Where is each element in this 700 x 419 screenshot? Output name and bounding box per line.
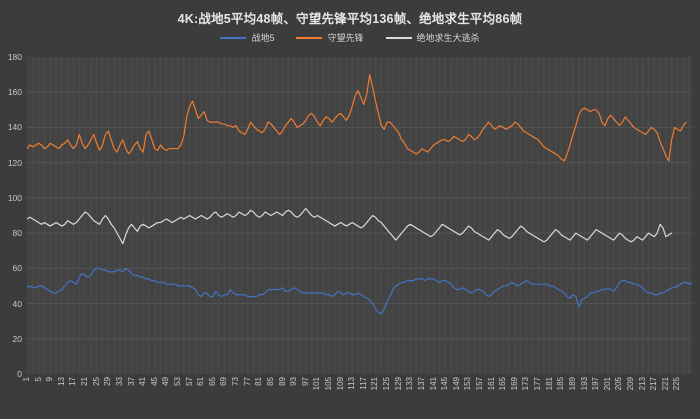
chart-title: 4K:战地5平均48帧、守望先锋平均136帧、绝地求生平均86帧 [177,12,523,26]
series-line [27,267,692,315]
x-tick-label: 217 [649,377,659,391]
x-tick-label: 77 [242,377,252,386]
chart-legend: 战地5 守望先锋 绝地求生大逃杀 [0,31,700,44]
y-tick-label: 160 [7,87,22,98]
legend-label: 绝地求生大逃杀 [416,33,480,43]
x-tick-label: 205 [614,377,624,391]
x-tick-label: 193 [579,377,589,391]
x-tick-label: 201 [602,377,612,391]
legend-line-icon [296,36,323,39]
x-tick-label: 53 [173,377,182,386]
x-tick-label: 125 [382,377,392,391]
x-tick-label: 153 [463,377,473,391]
y-tick-label: 0 [17,369,22,379]
x-tick-label: 21 [80,377,90,386]
x-tick-label: 69 [219,377,229,386]
x-tick-label: 33 [114,377,124,386]
x-tick-label: 209 [626,377,636,391]
x-axis: 1 5 9 13 17 21 25 29 33 37 41 45 49 53 57 61 65 69 73 77 81 8… [22,375,692,419]
gridlines-vertical [27,57,690,374]
legend-line-icon [220,36,247,39]
x-tick-label: 97 [300,377,310,386]
x-tick-label: 177 [533,377,543,391]
y-axis: 0 20 40 60 80 100 120 140 160 180 [0,52,27,379]
x-tick-label: 161 [486,377,496,391]
x-tick-label: 13 [56,377,66,386]
x-tick-label: 29 [103,377,113,386]
x-tick-label: 109 [335,377,345,391]
x-tick-label: 37 [126,377,136,386]
legend-label: 守望先锋 [327,33,364,43]
legend-item[interactable]: 守望先锋 [296,31,364,44]
x-tick-label: 149 [451,377,461,391]
series-line [27,207,673,245]
x-tick-label: 173 [521,377,531,391]
x-tick-label: 181 [544,377,554,391]
x-tick-label: 129 [393,377,403,391]
x-tick-label: 73 [231,377,241,386]
y-tick-label: 120 [7,157,22,168]
legend-line-icon [385,36,412,39]
x-tick-label: 137 [416,377,426,391]
x-tick-label: 49 [161,377,171,386]
x-tick-label: 25 [91,377,101,386]
x-tick-label: 61 [196,377,206,386]
x-tick-label: 65 [207,377,217,386]
x-tick-label: 121 [370,377,380,391]
x-tick-label: 165 [498,377,508,391]
x-tick-label: 17 [68,377,78,386]
x-tick-label: 117 [358,377,368,390]
x-tick-label: 9 [45,377,55,382]
x-tick-label: 225 [672,377,682,391]
x-tick-label: 41 [138,377,148,386]
x-tick-label: 1 [22,377,31,382]
x-tick-label: 93 [289,377,299,386]
x-tick-label: 157 [475,377,484,391]
plot-svg [27,57,692,374]
series-line [27,74,687,162]
legend-item[interactable]: 战地5 [220,31,274,44]
y-tick-label: 40 [12,298,22,309]
x-tick-label: 105 [324,377,333,391]
x-tick-label: 57 [184,377,194,386]
x-tick-label: 189 [567,377,577,391]
legend-item[interactable]: 绝地求生大逃杀 [385,31,480,44]
x-tick-label: 81 [254,377,264,386]
y-tick-label: 100 [7,192,22,203]
x-tick-label: 85 [265,377,275,386]
x-tick-label: 5 [33,377,43,382]
x-tick-label: 133 [405,377,415,391]
x-tick-label: 185 [556,377,566,391]
y-tick-label: 180 [7,52,22,62]
x-tick-label: 101 [312,377,322,391]
x-tick-label: 45 [149,377,159,386]
legend-label: 战地5 [251,33,275,43]
x-tick-label: 89 [277,377,287,386]
x-tick-label: 221 [660,377,670,391]
x-tick-label: 169 [509,377,519,391]
x-tick-label: 145 [440,377,450,391]
plot-area [27,57,692,374]
y-tick-label: 140 [7,122,22,133]
x-tick-label: 113 [347,377,357,390]
y-tick-label: 60 [12,263,22,274]
y-tick-label: 20 [12,333,22,344]
x-tick-label: 213 [637,377,647,391]
y-tick-label: 80 [12,228,22,239]
x-tick-label: 197 [591,377,601,391]
x-tick-label: 141 [428,377,438,391]
